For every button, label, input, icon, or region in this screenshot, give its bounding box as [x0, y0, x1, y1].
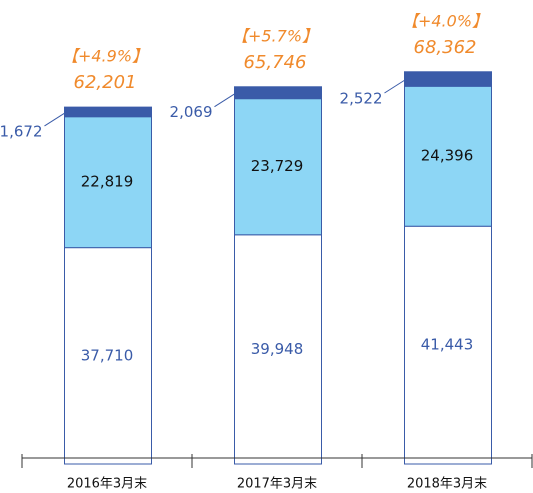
leader-line — [44, 111, 67, 127]
value-label: 2,069 — [170, 103, 213, 121]
value-label: 39,948 — [251, 340, 304, 358]
bar-segment — [404, 71, 492, 87]
x-tick-label: 2016年3月末 — [67, 477, 147, 492]
value-label: 24,396 — [421, 147, 474, 165]
bar-segment — [64, 106, 152, 118]
bar-segment — [64, 116, 152, 249]
value-label: 1,672 — [0, 122, 43, 140]
bar-segment — [234, 86, 322, 100]
leader-line — [384, 78, 407, 94]
growth-label: 【+5.7%】 — [232, 26, 318, 45]
x-tick-label: 2017年3月末 — [237, 477, 317, 492]
bar-segment — [234, 98, 322, 236]
leader-line — [214, 92, 237, 108]
growth-label: 【+4.9%】 — [62, 47, 148, 66]
x-tick-label: 2018年3月末 — [407, 477, 487, 492]
bar-segment — [64, 247, 152, 465]
total-label: 65,746 — [244, 52, 307, 73]
bar-segment — [404, 225, 492, 465]
total-label: 68,362 — [414, 37, 477, 58]
value-label: 23,729 — [251, 157, 304, 175]
value-label: 22,819 — [81, 173, 134, 191]
growth-label: 【+4.0%】 — [402, 11, 488, 30]
total-label: 62,201 — [74, 72, 137, 93]
value-label: 37,710 — [81, 346, 134, 364]
value-label: 41,443 — [421, 336, 474, 354]
bar-segment — [404, 85, 492, 227]
value-label: 2,522 — [340, 90, 383, 108]
